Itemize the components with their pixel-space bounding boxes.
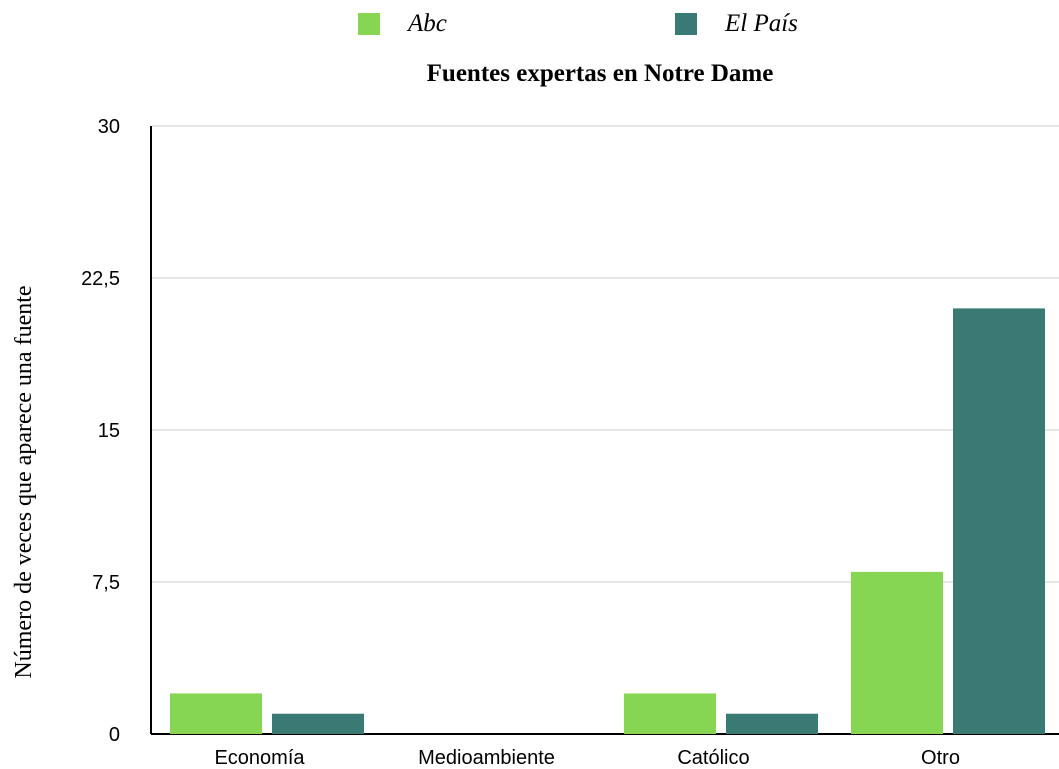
bar-abc — [624, 693, 716, 734]
bar-el-pais — [953, 308, 1045, 734]
y-tick-label: 22,5 — [81, 268, 120, 290]
legend-item-el-pais: El País — [675, 10, 798, 38]
x-tick-label: Católico — [677, 747, 749, 769]
y-tick-label: 30 — [98, 116, 120, 138]
y-tick-label: 7,5 — [92, 572, 120, 594]
legend: Abc El País — [0, 10, 1059, 42]
legend-label-abc: Abc — [408, 10, 447, 37]
bar-abc — [851, 571, 943, 734]
bar-abc — [170, 693, 262, 734]
y-tick-label: 0 — [109, 724, 120, 746]
bar-el-pais — [272, 713, 364, 734]
y-tick-label: 15 — [98, 420, 120, 442]
y-axis-label: Número de veces que aparece una fuente — [11, 285, 37, 678]
bar-el-pais — [726, 713, 818, 734]
x-tick-label: Economía — [214, 747, 305, 769]
x-tick-label: Otro — [921, 747, 960, 769]
chart-title: Fuentes expertas en Notre Dame — [426, 60, 774, 87]
x-tick-label: Medioambiente — [418, 747, 555, 769]
legend-item-abc: Abc — [358, 10, 447, 38]
legend-swatch-abc — [358, 13, 380, 35]
legend-label-el-pais: El País — [725, 10, 798, 37]
legend-swatch-el-pais — [675, 13, 697, 35]
